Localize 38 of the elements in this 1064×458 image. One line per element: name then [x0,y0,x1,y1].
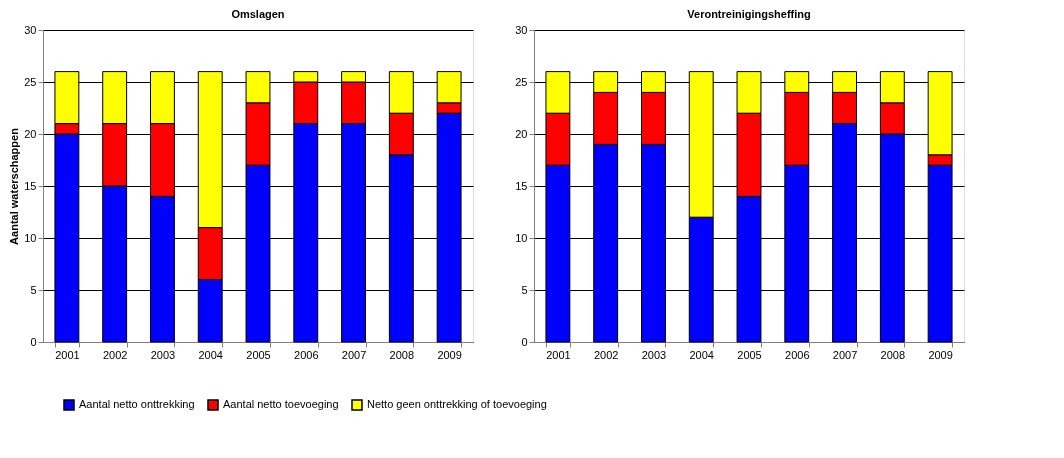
x-tick-label: 2006 [294,348,319,361]
y-tick-label: 15 [515,179,528,192]
x-tick-label: 2001 [546,348,571,361]
y-tick-label: 30 [24,23,37,36]
y-tick-label: 15 [24,179,37,192]
x-tick-label: 2008 [389,348,415,361]
y-tick-label: 10 [515,231,528,244]
y-tick-label: 0 [521,335,528,348]
x-tick-label: 2002 [102,348,128,361]
x-tick-label: 2005 [737,348,762,361]
y-tick-label: 20 [515,127,528,140]
y-tick-label: 0 [30,335,37,348]
x-tick-label: 2004 [689,348,714,361]
x-tick-label: 2002 [593,348,619,361]
legend-label: Netto geen onttrekking of toevoeging [367,398,547,410]
y-tick-label: 5 [521,283,528,296]
y-tick-label: 25 [24,75,37,88]
chart-title: Verontreinigingsheffing [687,8,811,20]
y-tick-label: 5 [30,283,37,296]
x-tick-label: 2004 [198,348,223,361]
x-tick-label: 2005 [246,348,271,361]
x-tick-label: 2007 [341,348,367,361]
x-tick-label: 2007 [832,348,858,361]
y-tick-label: 20 [24,127,37,140]
x-tick-label: 2009 [437,348,462,361]
y-tick-label: 10 [24,231,37,244]
chart-title: Omslagen [231,8,285,20]
legend-label: Aantal netto onttrekking [79,398,195,410]
x-tick-label: 2006 [785,348,810,361]
x-tick-label: 2003 [150,348,176,361]
x-tick-label: 2009 [928,348,953,361]
y-axis-title: Aantal waterschappen [8,127,21,245]
y-tick-label: 30 [515,23,528,36]
x-tick-label: 2001 [55,348,80,361]
x-tick-label: 2003 [641,348,667,361]
x-tick-label: 2008 [880,348,906,361]
y-tick-label: 25 [515,75,528,88]
legend-label: Aantal netto toevoeging [223,398,339,410]
